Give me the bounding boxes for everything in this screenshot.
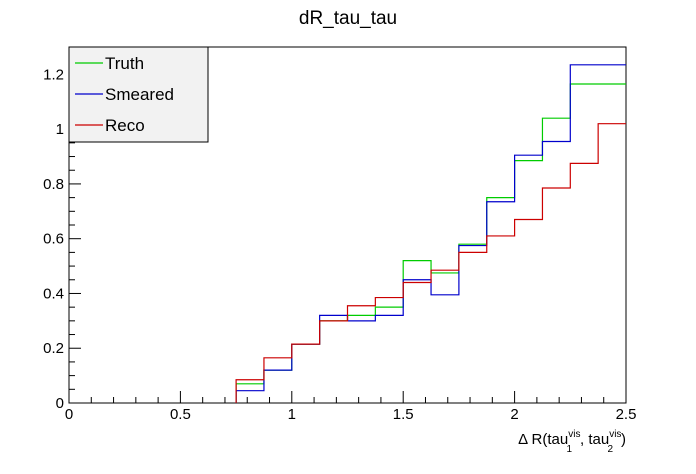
- chart-title: dR_tau_tau: [299, 8, 397, 29]
- y-tick-label: 1: [56, 121, 64, 138]
- x-tick-label: 2: [510, 406, 518, 423]
- series-line-reco: [235, 123, 626, 403]
- x-tick-label: 2.5: [616, 406, 637, 423]
- x-tick-label: 1.5: [393, 406, 414, 423]
- legend-label-reco: Reco: [105, 116, 145, 135]
- y-tick-label: 0.8: [43, 176, 64, 193]
- y-tick-label: 0.6: [43, 231, 64, 248]
- series-line-smeared: [235, 64, 626, 403]
- x-tick-label: 1: [288, 406, 296, 423]
- y-tick-label: 0: [56, 395, 64, 412]
- x-axis-label: Δ R(tauvis 1, tauvis 2): [518, 429, 626, 455]
- legend-label-smeared: Smeared: [105, 85, 174, 104]
- series-line-truth: [235, 83, 626, 403]
- x-tick-label: 0.5: [170, 406, 191, 423]
- x-tick-label: 0: [65, 406, 73, 423]
- y-tick-label: 0.2: [43, 340, 64, 357]
- legend-label-truth: Truth: [105, 54, 144, 73]
- y-tick-label: 1.2: [43, 66, 64, 83]
- y-tick-label: 0.4: [43, 285, 64, 302]
